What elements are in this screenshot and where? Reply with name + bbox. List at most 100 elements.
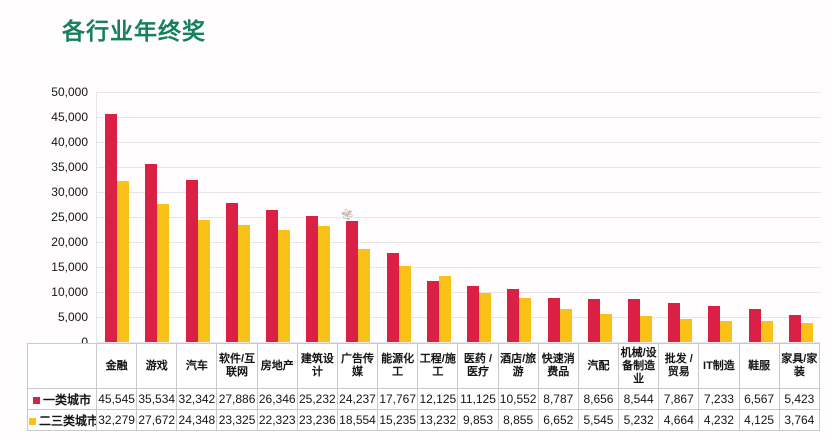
y-axis-tick-label: 20,000	[51, 235, 88, 249]
bar	[800, 323, 813, 342]
category-header-cell: 广告传媒	[336, 343, 379, 389]
bar	[559, 308, 572, 342]
category-header-cell: 软件/互联网	[216, 343, 258, 389]
bar	[547, 298, 560, 342]
category-header-cell: IT制造	[698, 343, 740, 389]
y-axis-tick-label: 45,000	[51, 110, 88, 124]
value-cell: 7,867	[658, 388, 700, 410]
table-value-row: 一类城市 45,545 35,534 32,342 27,886 26,346 25,232…	[27, 388, 821, 410]
value-cell: 27,672	[136, 409, 178, 431]
value-cell: 6,652	[537, 409, 579, 431]
bar	[748, 309, 761, 342]
bar	[760, 321, 773, 342]
legend-label: 一类城市	[42, 392, 91, 407]
gridline	[97, 142, 821, 143]
value-cell: 8,656	[577, 388, 620, 410]
gridline	[97, 292, 821, 293]
bar	[587, 298, 600, 342]
gridline	[97, 342, 821, 343]
bar	[266, 210, 278, 342]
bar	[426, 281, 439, 342]
value-cell: 26,346	[256, 388, 298, 410]
value-cell: 6,567	[738, 388, 780, 410]
gridline	[97, 242, 821, 243]
category-header-cell: 批发 / 贸易	[658, 343, 700, 389]
table-value-row: 二三类城市 32,279 27,672 24,348 23,325 22,323 23,23…	[27, 409, 821, 431]
bar	[278, 230, 290, 342]
bar-chart-plot: ✾	[96, 92, 821, 343]
bar	[306, 215, 319, 342]
value-cell: 5,545	[577, 409, 620, 431]
value-cell: 10,552	[497, 388, 539, 410]
value-cell: 32,342	[176, 388, 218, 410]
category-header-cell: 酒店/旅游	[497, 343, 539, 389]
value-cell: 25,232	[296, 388, 338, 410]
legend-label: 二三类城市	[39, 413, 97, 428]
value-cell: 8,544	[618, 388, 660, 410]
chart-title: 各行业年终奖	[62, 18, 206, 44]
y-axis-tick-label: 50,000	[51, 85, 88, 99]
bar	[788, 314, 801, 342]
y-axis-tick-label: 25,000	[51, 210, 88, 224]
legend-color-swatch	[29, 417, 36, 425]
value-cell: 4,664	[658, 409, 700, 431]
y-axis-tick-label: 35,000	[51, 160, 88, 174]
legend-cell: 二三类城市	[27, 409, 97, 431]
category-header-cell: 建筑设计	[296, 343, 338, 389]
value-cell: 5,423	[778, 388, 821, 410]
bar	[599, 314, 612, 342]
category-header-cell: 快速消费品	[537, 343, 579, 389]
gridline	[97, 267, 821, 268]
gridline	[97, 217, 821, 218]
bar	[386, 253, 399, 342]
bar	[185, 180, 198, 342]
bar	[507, 289, 520, 342]
value-cell: 24,348	[176, 409, 218, 431]
value-cell: 11,125	[457, 388, 499, 410]
bar	[720, 320, 733, 342]
bar	[358, 249, 371, 342]
bar	[117, 180, 130, 342]
y-axis-tick-label: 40,000	[51, 135, 88, 149]
value-cell: 3,764	[778, 409, 821, 431]
category-header-cell: 金融	[95, 343, 138, 389]
value-cell: 23,236	[296, 409, 338, 431]
legend-color-swatch	[32, 396, 40, 404]
y-axis-tick-label: 5,000	[57, 310, 88, 324]
value-cell: 8,787	[537, 388, 579, 410]
gridline	[97, 117, 821, 118]
category-header-cell: 机械/设备制造业	[618, 343, 660, 389]
bar	[640, 315, 652, 342]
table-body: 金融 游戏 汽车 软件/互联网 房地产 建筑设计 广告传媒 能源化工 工程/施工 医药 / 医疗酒…	[27, 343, 821, 431]
value-cell: 27,886	[216, 388, 258, 410]
category-header-cell: 鞋服	[738, 343, 780, 389]
category-header-cell: 房地产	[256, 343, 298, 389]
bar	[438, 275, 451, 342]
table-header-row: 金融 游戏 汽车 软件/互联网 房地产 建筑设计 广告传媒 能源化工 工程/施工 医药 / 医疗酒…	[27, 343, 821, 389]
value-cell: 17,767	[377, 388, 419, 410]
bar	[197, 220, 210, 342]
bar	[668, 302, 681, 342]
category-header-cell: 医药 / 医疗	[457, 343, 499, 389]
bar	[708, 305, 721, 342]
gridline	[97, 92, 821, 93]
data-table: 金融 游戏 汽车 软件/互联网 房地产 建筑设计 广告传媒 能源化工 工程/施工 医药 / 医疗酒…	[27, 343, 821, 431]
value-cell: 9,853	[457, 409, 499, 431]
bar	[105, 114, 118, 342]
value-cell: 4,125	[738, 409, 780, 431]
category-header-cell: 游戏	[136, 343, 178, 389]
y-axis: 0 5,000 10,000 15,000 20,000 25,000 30,000 35,0…	[0, 85, 88, 349]
y-axis-tick-label: 0	[81, 335, 88, 349]
value-cell: 13,232	[417, 409, 459, 431]
y-axis-tick-label: 15,000	[51, 260, 88, 274]
bar	[628, 299, 640, 342]
category-header-cell: 家具/家装	[778, 343, 821, 389]
gridline	[97, 192, 821, 193]
gridline	[97, 317, 821, 318]
bar	[519, 297, 532, 342]
y-axis-tick-label: 30,000	[51, 185, 88, 199]
value-cell: 5,232	[618, 409, 660, 431]
category-header-cell: 汽车	[176, 343, 218, 389]
bar	[479, 292, 492, 342]
